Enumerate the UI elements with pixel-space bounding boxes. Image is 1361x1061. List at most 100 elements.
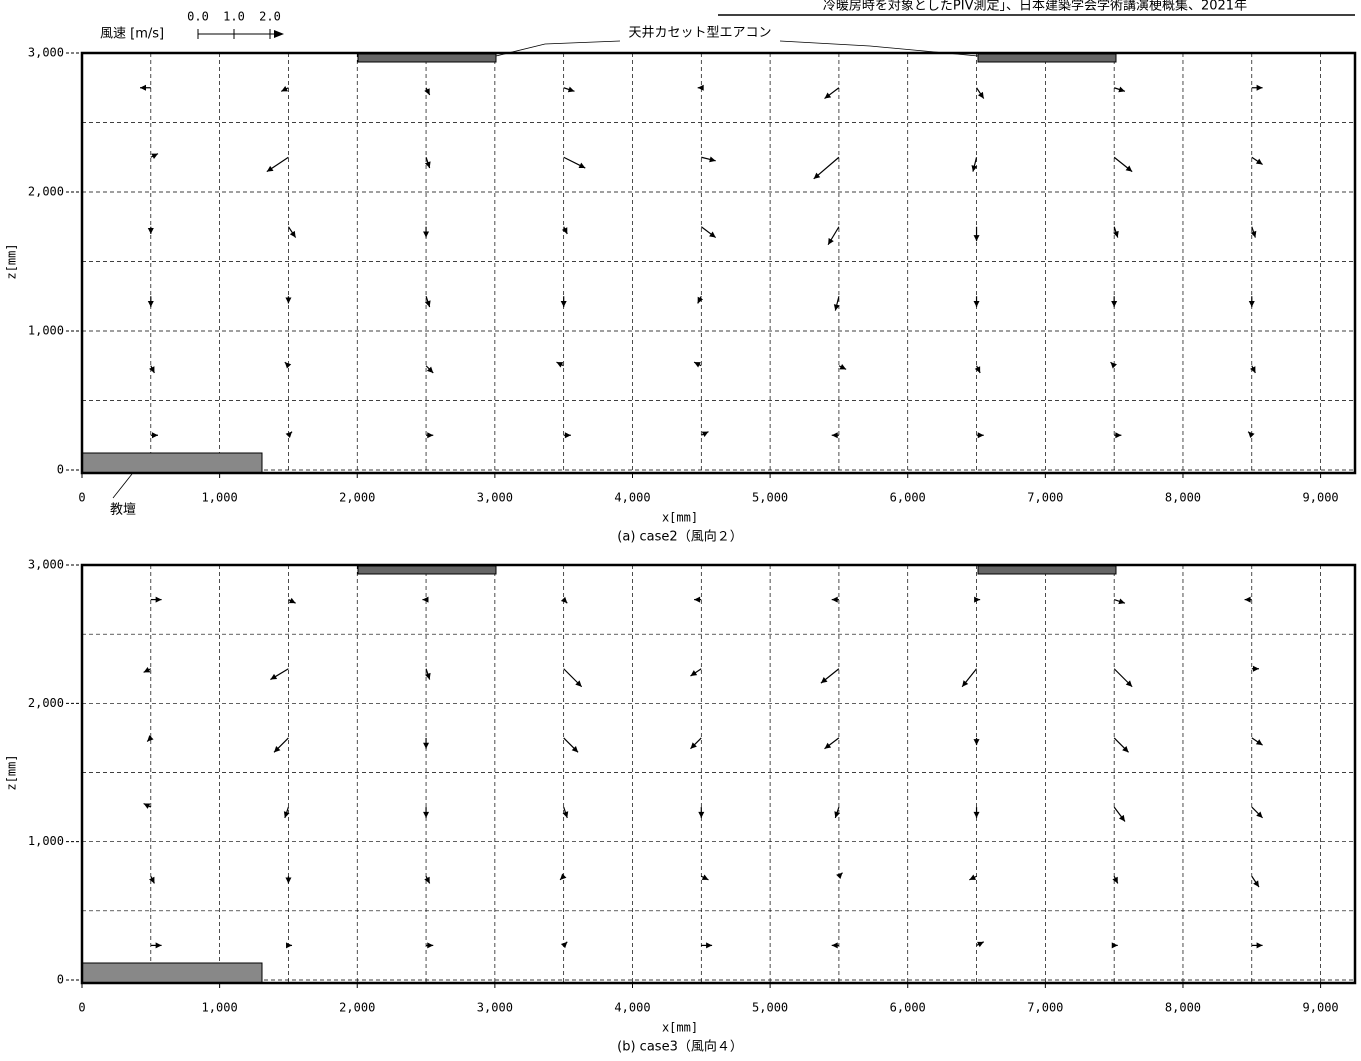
speed-key-label: 風速 [m/s] (100, 27, 164, 42)
velocity-arrow (288, 598, 295, 603)
velocity-arrow (1252, 738, 1263, 745)
velocity-arrow (140, 85, 151, 91)
velocity-arrow (1250, 366, 1255, 373)
velocity-arrow (1111, 362, 1117, 368)
aircon-unit (358, 566, 496, 574)
velocity-arrow (969, 874, 976, 879)
velocity-arrow (286, 432, 292, 438)
aircon-unit (978, 566, 1116, 574)
x-tick-label: 7,000 (1027, 491, 1063, 505)
velocity-arrow (148, 296, 154, 307)
velocity-arrow (832, 942, 839, 948)
velocity-arrow (148, 227, 154, 234)
x-tick-label: 1,000 (202, 491, 238, 505)
velocity-arrow (564, 738, 578, 752)
x-tick-label: 4,000 (614, 491, 650, 505)
velocity-arrow (281, 86, 288, 91)
page: 冷暖房時を対象としたPIV測定」、日本建築学会学術講演梗概集、2021年 風速 … (0, 0, 1361, 1061)
velocity-arrow (974, 738, 980, 745)
x-tick-label: 2,000 (339, 491, 375, 505)
velocity-arrow (1114, 738, 1128, 752)
velocity-arrow (974, 597, 980, 603)
speed-key-head (274, 30, 284, 38)
velocity-arrow (839, 364, 846, 369)
velocity-arrow (423, 227, 429, 238)
velocity-arrow (1114, 807, 1125, 821)
x-axis-label: x[mm] (662, 511, 698, 525)
velocity-arrow (423, 807, 429, 818)
velocity-arrow (1114, 432, 1121, 438)
y-tick-label: 2,000 (28, 185, 64, 199)
speed-key-tick-label: 2.0 (259, 10, 281, 24)
velocity-arrow (977, 88, 984, 99)
velocity-arrow (147, 735, 153, 741)
velocity-arrow (424, 876, 429, 883)
velocity-arrow (288, 227, 295, 238)
plot-frame (82, 53, 1355, 473)
y-tick-label: 1,000 (28, 834, 64, 848)
velocity-arrow (974, 296, 980, 307)
velocity-arrow (149, 876, 154, 883)
velocity-arrow (825, 88, 839, 99)
velocity-arrow (690, 669, 701, 676)
velocity-arrow (1245, 597, 1252, 603)
velocity-arrow (825, 738, 839, 749)
velocity-arrow (564, 432, 571, 438)
velocity-arrow (423, 738, 429, 749)
y-tick-label: 1,000 (28, 324, 64, 338)
velocity-arrow (832, 597, 839, 603)
velocity-arrow (426, 942, 433, 948)
velocity-arrow (1111, 296, 1117, 307)
x-tick-label: 6,000 (890, 1001, 926, 1015)
velocity-arrow (422, 597, 428, 603)
x-tick-label: 8,000 (1165, 491, 1201, 505)
citation: 冷暖房時を対象としたPIV測定」、日本建築学会学術講演梗概集、2021年 (823, 0, 1247, 14)
velocity-arrow (285, 296, 291, 303)
velocity-arrow (270, 669, 288, 680)
plot-frame (82, 565, 1355, 983)
velocity-arrow (1112, 876, 1117, 883)
velocity-arrow (151, 597, 162, 603)
velocity-arrow (285, 362, 291, 368)
velocity-arrow (286, 942, 292, 948)
y-tick-label: 2,000 (28, 696, 64, 710)
x-tick-label: 5,000 (752, 491, 788, 505)
x-tick-label: 1,000 (202, 1001, 238, 1015)
velocity-arrow (561, 597, 567, 603)
velocity-arrow (564, 669, 582, 687)
velocity-arrow (151, 942, 162, 948)
velocity-arrow (1252, 807, 1263, 818)
velocity-arrow (149, 366, 154, 373)
x-tick-label: 2,000 (339, 1001, 375, 1015)
aircon-label: 天井カセット型エアコン (628, 26, 771, 41)
velocity-arrow (690, 738, 701, 749)
velocity-arrow (144, 803, 151, 808)
velocity-arrow (564, 157, 586, 168)
velocity-arrow (1114, 157, 1132, 171)
velocity-arrow (698, 296, 703, 303)
velocity-arrow (1114, 87, 1125, 93)
velocity-arrow (1248, 432, 1254, 438)
velocity-arrow (701, 942, 712, 948)
aircon-unit (978, 54, 1116, 62)
velocity-arrow (1252, 942, 1263, 948)
velocity-arrow (977, 942, 984, 947)
speed-key-tick-label: 0.0 (187, 10, 209, 24)
x-tick-label: 6,000 (890, 491, 926, 505)
velocity-arrow (694, 362, 701, 367)
x-tick-label: 3,000 (477, 1001, 513, 1015)
x-tick-label: 7,000 (1027, 1001, 1063, 1015)
velocity-arrow (1249, 296, 1255, 307)
x-tick-label: 9,000 (1303, 491, 1339, 505)
velocity-arrow (698, 85, 704, 91)
velocity-arrow (701, 874, 708, 879)
aircon-unit (358, 54, 496, 62)
velocity-arrow (561, 942, 567, 948)
velocity-arrow (975, 366, 980, 373)
velocity-arrow (151, 154, 158, 159)
velocity-arrow (974, 227, 980, 241)
velocity-arrow (698, 807, 704, 818)
y-tick-label: 3,000 (28, 558, 64, 572)
velocity-arrow (701, 227, 715, 238)
x-tick-label: 5,000 (752, 1001, 788, 1015)
